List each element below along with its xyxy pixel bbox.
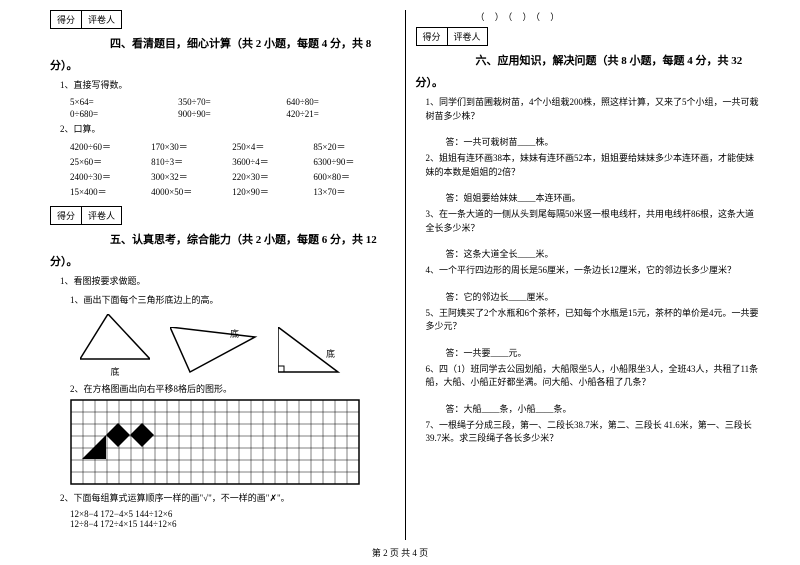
q6-7: 7、一根绳子分成三段，第一、二段长38.7米，第二、三段长 41.6米，第一、三… [426, 419, 761, 446]
grid-container [70, 399, 395, 488]
q6-4: 4、一个平行四边形的周长是56厘米，一条边长12厘米，它的邻边长多少厘米？ [426, 264, 761, 278]
q1-label: 1、直接写得数。 [60, 79, 395, 93]
a6-5: 答：一共要____元。 [446, 346, 761, 359]
expr-row: 12×8−4 172−4×5 144÷12×6 [70, 509, 395, 519]
q5-1: 1、看图按要求做题。 [60, 275, 395, 289]
section5-title-end: 分）。 [50, 253, 395, 269]
left-column: 得分 评卷人 四、看清题目，细心计算（共 2 小题，每题 4 分，共 8 分）。… [40, 10, 406, 540]
expr: 250×4＝ [232, 140, 313, 153]
q6-1: 1、同学们到苗圃栽树苗，4个小组栽200株，照这样计算，又来了5个小组，一共可栽… [426, 96, 761, 123]
q5-1a: 1、画出下面每个三角形底边上的高。 [70, 293, 395, 306]
q5-2: 2、下面每组算式运算顺序一样的画"√"，不一样的画"✗"。 [60, 492, 395, 506]
base-label: 底 [80, 365, 150, 378]
q6-2: 2、姐姐有连环画38本，妹妹有连环画52本，姐姐要给妹妹多少本连环画，才能使妹妹… [426, 152, 761, 179]
section4-title: 四、看清题目，细心计算（共 2 小题，每题 4 分，共 8 [110, 35, 395, 51]
section6-title: 六、应用知识，解决问题（共 8 小题，每题 4 分，共 32 [476, 52, 761, 68]
expr: 4000×50＝ [151, 185, 232, 198]
expr: 2400÷30＝ [70, 170, 151, 183]
expr: 600×80＝ [313, 170, 394, 183]
grader-label: 评卷人 [82, 207, 121, 224]
expr: 810÷3＝ [151, 155, 232, 168]
q2-label: 2、口算。 [60, 123, 395, 137]
expr: 170×30＝ [151, 140, 232, 153]
expr: 900÷90= [178, 109, 286, 119]
expr: 85×20＝ [313, 140, 394, 153]
a6-6: 答：大船____条，小船____条。 [446, 402, 761, 415]
triangle-icon: 底 [278, 327, 341, 375]
score-box: 得分 评卷人 [50, 206, 122, 225]
triangle-icon [80, 314, 150, 362]
a6-4: 答：它的邻边长____厘米。 [446, 290, 761, 303]
score-box: 得分 评卷人 [416, 27, 488, 46]
expr: 25×60＝ [70, 155, 151, 168]
expr: 300×32＝ [151, 170, 232, 183]
triangle-3: 底 [278, 327, 341, 378]
a6-2: 答：姐姐要给妹妹____本连环画。 [446, 191, 761, 204]
section4-title-end: 分）。 [50, 57, 395, 73]
a6-3: 答：这条大道全长____米。 [446, 247, 761, 260]
grader-label: 评卷人 [448, 28, 487, 45]
q6-3: 3、在一条大道的一侧从头到尾每隔50米竖一根电线杆，共用电线杆86根，这条大道全… [426, 208, 761, 235]
expr: 6300÷90＝ [313, 155, 394, 168]
expr: 220×30＝ [232, 170, 313, 183]
expr: 0÷680= [70, 109, 178, 119]
score-label: 得分 [417, 28, 448, 45]
expr: 4200÷60＝ [70, 140, 151, 153]
a6-1: 答：一共可栽树苗____株。 [446, 135, 761, 148]
expr: 5×64= [70, 97, 178, 107]
triangle-2: 底 [170, 327, 258, 378]
bracket-row: （ ）（ ）（ ） [476, 10, 761, 23]
expr: 350÷70= [178, 97, 286, 107]
calc-row: 0÷680=900÷90=420÷21= [70, 109, 395, 119]
calc-row: 2400÷30＝300×32＝220×30＝600×80＝ [70, 170, 395, 183]
expr: 13×70＝ [313, 185, 394, 198]
grid-icon [70, 399, 360, 485]
expr: 15×400＝ [70, 185, 151, 198]
right-column: （ ）（ ）（ ） 得分 评卷人 六、应用知识，解决问题（共 8 小题，每题 4… [406, 10, 771, 540]
triangle-1: 底 [80, 314, 150, 378]
calc-row: 5×64=350÷70=640÷80= [70, 97, 395, 107]
expr: 640÷80= [286, 97, 394, 107]
score-label: 得分 [51, 11, 82, 28]
section6-title-end: 分）。 [416, 74, 761, 90]
page-footer: 第 2 页 共 4 页 [0, 546, 800, 559]
section5-title: 五、认真思考，综合能力（共 2 小题，每题 6 分，共 12 [110, 231, 395, 247]
expr-row: 12÷8−4 172÷4×15 144÷12×6 [70, 519, 395, 529]
svg-text:底: 底 [326, 348, 335, 359]
grader-label: 评卷人 [82, 11, 121, 28]
calc-row: 25×60＝810÷3＝3600÷4＝6300÷90＝ [70, 155, 395, 168]
calc-row: 15×400＝4000×50＝120×90＝13×70＝ [70, 185, 395, 198]
expr: 120×90＝ [232, 185, 313, 198]
score-box: 得分 评卷人 [50, 10, 122, 29]
svg-text:底: 底 [230, 328, 239, 339]
triangle-icon: 底 [170, 327, 258, 375]
q5-1b: 2、在方格图画出向右平移8格后的图形。 [70, 382, 395, 395]
expr: 3600÷4＝ [232, 155, 313, 168]
q6-5: 5、王阿姨买了2个水瓶和6个茶杯，已知每个水瓶是15元，茶杯的单价是4元。一共要… [426, 307, 761, 334]
expr: 420÷21= [286, 109, 394, 119]
q6-6: 6、四（1）班同学去公园划船，大船限坐5人，小船限坐3人，全班43人，共租了11… [426, 363, 761, 390]
score-label: 得分 [51, 207, 82, 224]
calc-row: 4200÷60＝170×30＝250×4＝85×20＝ [70, 140, 395, 153]
triangles-row: 底 底 底 [80, 314, 395, 378]
